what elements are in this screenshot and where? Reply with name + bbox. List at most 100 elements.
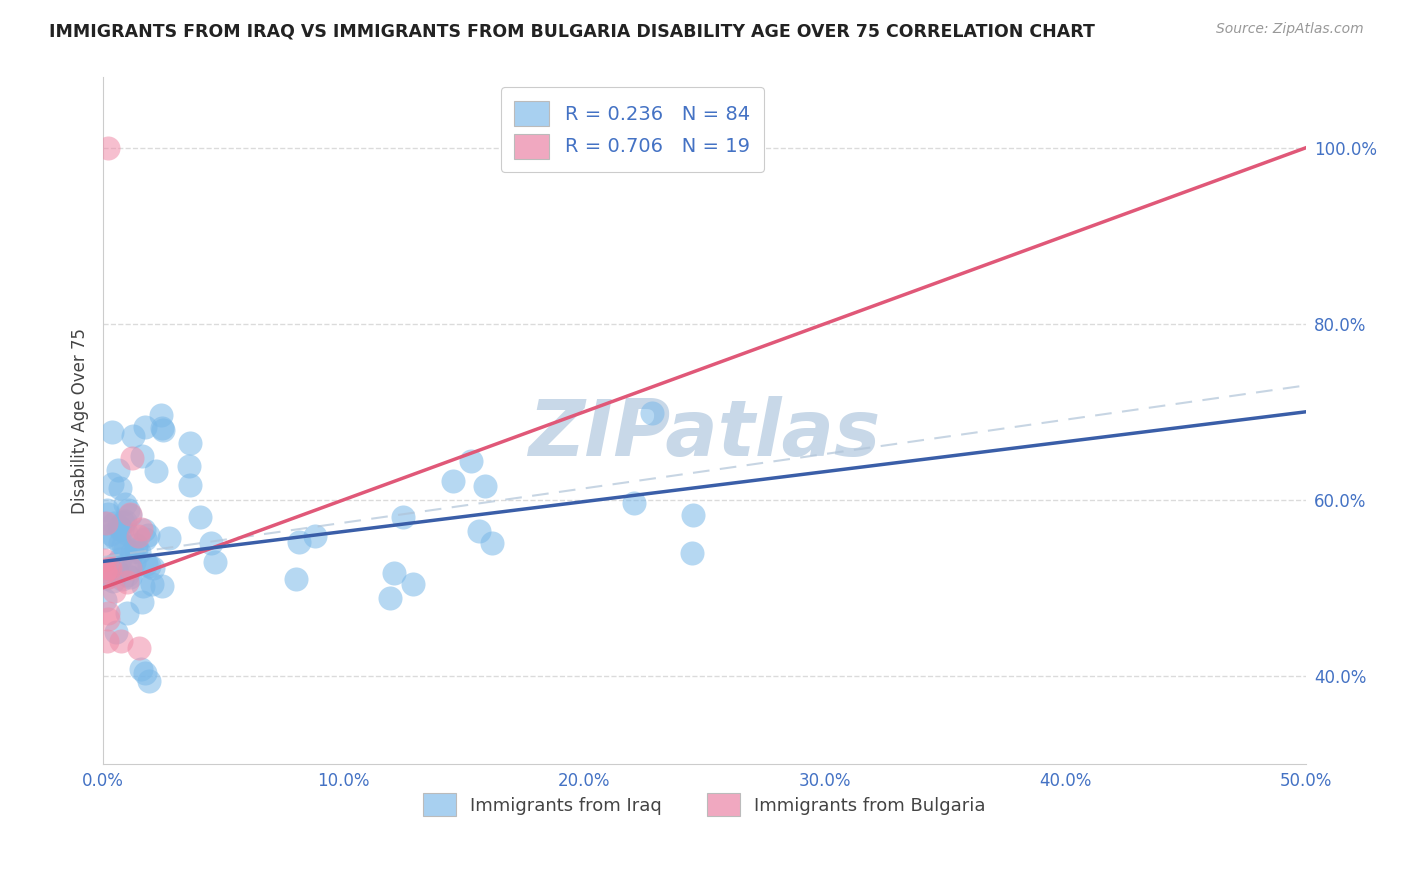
Point bbox=[107, 462, 129, 476]
Point bbox=[94, 516, 117, 531]
Point bbox=[402, 577, 425, 591]
Point bbox=[108, 535, 131, 549]
Point bbox=[125, 542, 148, 557]
Point bbox=[112, 537, 135, 551]
Text: ZIPatlas: ZIPatlas bbox=[529, 396, 880, 473]
Point bbox=[134, 523, 156, 537]
Point bbox=[150, 420, 173, 434]
Point bbox=[96, 634, 118, 648]
Point bbox=[98, 562, 121, 576]
Point bbox=[132, 579, 155, 593]
Point bbox=[94, 571, 117, 585]
Point bbox=[115, 526, 138, 541]
Point bbox=[288, 535, 311, 549]
Point bbox=[304, 529, 326, 543]
Point bbox=[135, 557, 157, 571]
Point bbox=[121, 429, 143, 443]
Point bbox=[121, 545, 143, 559]
Point bbox=[138, 673, 160, 688]
Point bbox=[118, 508, 141, 522]
Point bbox=[96, 503, 118, 517]
Point bbox=[157, 531, 180, 545]
Point bbox=[111, 522, 134, 536]
Point bbox=[177, 458, 200, 473]
Point bbox=[100, 527, 122, 541]
Point bbox=[110, 552, 132, 566]
Point bbox=[114, 542, 136, 557]
Point bbox=[382, 566, 405, 581]
Point bbox=[460, 454, 482, 468]
Point bbox=[103, 516, 125, 530]
Point bbox=[108, 481, 131, 495]
Point bbox=[94, 592, 117, 607]
Point bbox=[114, 514, 136, 528]
Point bbox=[134, 665, 156, 680]
Point bbox=[97, 606, 120, 620]
Point bbox=[127, 528, 149, 542]
Point bbox=[623, 495, 645, 509]
Point bbox=[117, 503, 139, 517]
Point bbox=[149, 408, 172, 422]
Point bbox=[378, 591, 401, 605]
Point bbox=[94, 564, 117, 578]
Point bbox=[97, 141, 120, 155]
Point bbox=[392, 509, 415, 524]
Text: Source: ZipAtlas.com: Source: ZipAtlas.com bbox=[1216, 22, 1364, 37]
Point bbox=[474, 479, 496, 493]
Point bbox=[468, 524, 491, 539]
Point bbox=[141, 577, 163, 591]
Point bbox=[134, 532, 156, 546]
Legend: Immigrants from Iraq, Immigrants from Bulgaria: Immigrants from Iraq, Immigrants from Bu… bbox=[416, 786, 993, 823]
Point bbox=[93, 530, 115, 544]
Point bbox=[118, 569, 141, 583]
Point bbox=[111, 572, 134, 586]
Point bbox=[93, 553, 115, 567]
Point bbox=[104, 531, 127, 545]
Point bbox=[128, 640, 150, 655]
Point bbox=[641, 406, 664, 420]
Point bbox=[105, 624, 128, 639]
Point bbox=[111, 516, 134, 530]
Point bbox=[103, 583, 125, 598]
Point bbox=[179, 478, 201, 492]
Point bbox=[481, 536, 503, 550]
Point bbox=[129, 662, 152, 676]
Point bbox=[138, 559, 160, 574]
Point bbox=[200, 536, 222, 550]
Point bbox=[118, 558, 141, 572]
Point bbox=[142, 560, 165, 574]
Point bbox=[101, 574, 124, 589]
Point bbox=[115, 575, 138, 590]
Point bbox=[122, 555, 145, 569]
Point bbox=[134, 420, 156, 434]
Point bbox=[110, 634, 132, 648]
Point bbox=[179, 436, 201, 450]
Point bbox=[204, 556, 226, 570]
Point bbox=[150, 579, 173, 593]
Point bbox=[97, 570, 120, 584]
Point bbox=[108, 522, 131, 536]
Point bbox=[188, 510, 211, 524]
Point bbox=[131, 595, 153, 609]
Point bbox=[128, 545, 150, 559]
Point bbox=[131, 449, 153, 463]
Point bbox=[121, 450, 143, 465]
Point bbox=[120, 561, 142, 575]
Point bbox=[105, 564, 128, 578]
Point bbox=[152, 423, 174, 437]
Point bbox=[98, 561, 121, 575]
Point bbox=[104, 558, 127, 572]
Point bbox=[441, 474, 464, 488]
Point bbox=[97, 507, 120, 521]
Y-axis label: Disability Age Over 75: Disability Age Over 75 bbox=[72, 327, 89, 514]
Point bbox=[96, 612, 118, 626]
Point bbox=[120, 507, 142, 521]
Point bbox=[115, 568, 138, 582]
Point bbox=[117, 607, 139, 621]
Point bbox=[681, 546, 703, 560]
Point bbox=[284, 573, 307, 587]
Point bbox=[114, 497, 136, 511]
Point bbox=[93, 516, 115, 530]
Point bbox=[97, 561, 120, 575]
Point bbox=[124, 538, 146, 552]
